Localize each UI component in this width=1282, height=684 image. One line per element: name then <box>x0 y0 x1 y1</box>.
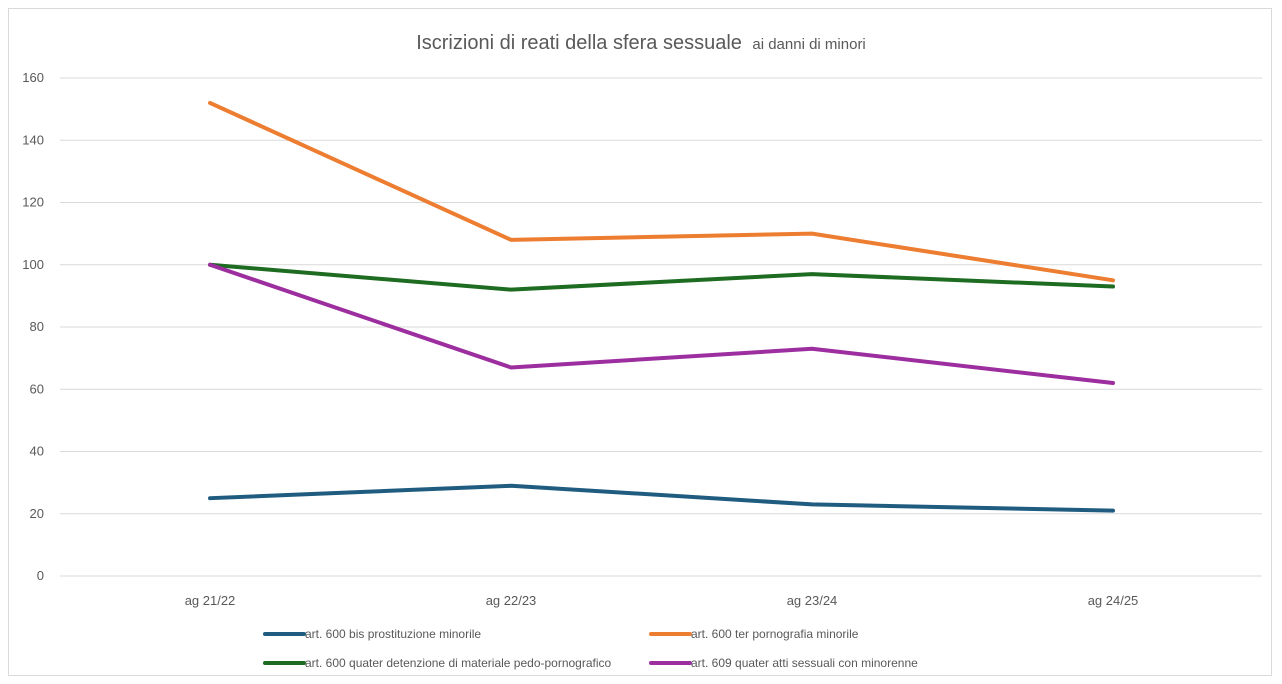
x-axis-ticks: ag 21/22 ag 22/23 ag 23/24 ag 24/25 <box>185 593 1139 608</box>
series-line <box>208 262 1115 386</box>
legend-label: art. 609 quater atti sessuali con minore… <box>691 656 918 670</box>
y-tick-label: 160 <box>22 70 44 85</box>
y-axis-ticks: 0 20 40 60 80 100 120 140 160 <box>22 70 44 583</box>
x-tick-label: ag 22/23 <box>486 593 537 608</box>
legend-label: art. 600 ter pornografia minorile <box>691 627 859 641</box>
y-tick-label: 100 <box>22 257 44 272</box>
chart-title-sub: ai danni di minori <box>752 36 865 53</box>
legend-label: art. 600 quater detenzione di materiale … <box>305 656 612 670</box>
y-tick-label: 20 <box>30 506 44 521</box>
y-tick-label: 0 <box>37 568 44 583</box>
y-tick-label: 60 <box>30 381 44 396</box>
y-tick-label: 120 <box>22 195 44 210</box>
legend: art. 600 bis prostituzione minorile art. … <box>263 627 918 670</box>
y-tick-label: 140 <box>22 132 44 147</box>
chart-frame <box>8 8 1272 676</box>
y-tick-label: 80 <box>30 319 44 334</box>
series-line <box>208 262 1115 292</box>
y-tick-label: 40 <box>30 444 44 459</box>
x-tick-label: ag 21/22 <box>185 593 236 608</box>
series-line <box>208 483 1115 513</box>
gridlines <box>60 77 1262 577</box>
x-tick-label: ag 24/25 <box>1088 593 1139 608</box>
x-tick-label: ag 23/24 <box>787 593 838 608</box>
series-lines <box>208 100 1115 513</box>
legend-label: art. 600 bis prostituzione minorile <box>305 627 481 641</box>
series-line <box>208 100 1115 283</box>
chart-title: Iscrizioni di reati della sfera sessuale… <box>416 32 866 54</box>
chart-title-main: Iscrizioni di reati della sfera sessuale <box>416 32 742 54</box>
